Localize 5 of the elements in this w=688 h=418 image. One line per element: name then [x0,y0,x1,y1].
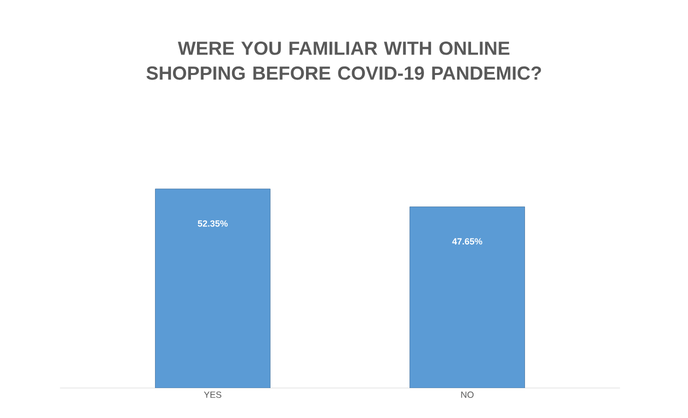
chart-title: WERE YOU FAMILIAR WITH ONLINE SHOPPING BEFORE COVID-19 PANDEMIC? [146,42,541,80]
data-label: 52.35% [198,220,228,227]
data-label: 47.65% [452,238,482,245]
x-tick-label: YES [204,392,222,398]
x-tick-label: NO [461,392,474,398]
